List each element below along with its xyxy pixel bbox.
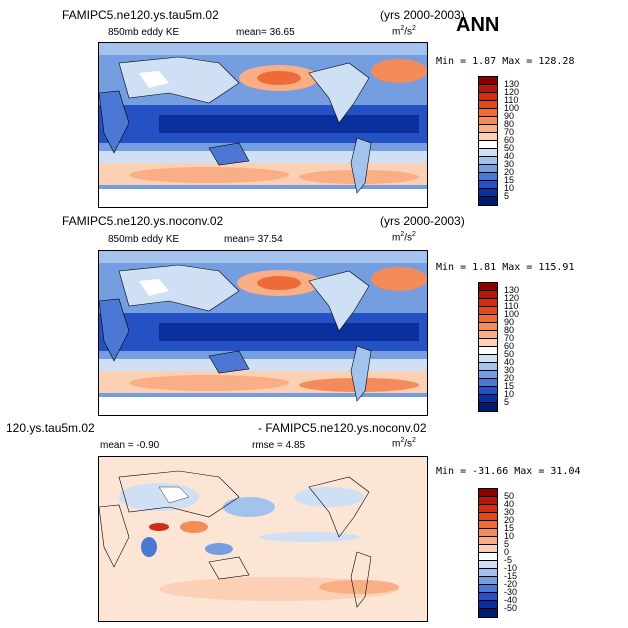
panel-3-case-name: 120.ys.tau5m.02: [6, 421, 95, 435]
tick-label: -5: [504, 555, 513, 565]
panel-2-map: [98, 250, 428, 416]
panel-2-colorbar: [478, 282, 498, 412]
tick-label: 90: [504, 111, 515, 121]
panel-2-case-name: FAMIPC5.ne120.ys.noconv.02: [62, 214, 224, 228]
units-base: m: [392, 232, 401, 244]
panel-1-field: [99, 43, 427, 207]
tick-label: -30: [504, 587, 518, 597]
units-sep: /s: [404, 438, 413, 450]
tick-label: 40: [504, 357, 515, 367]
panel-3-mean: mean = -0.90: [100, 440, 160, 451]
tick-label: 30: [504, 507, 515, 517]
units-base: m: [392, 26, 401, 38]
tick-label: 50: [504, 491, 515, 501]
tick-label: 130: [504, 79, 520, 89]
tick-label: 90: [504, 317, 515, 327]
panel-2-years: (yrs 2000-2003): [380, 214, 465, 228]
tick-label: 50: [504, 143, 515, 153]
panel-1-minmax: Min = 1.87 Max = 128.28: [436, 56, 575, 67]
units-exp: 2: [412, 231, 416, 238]
units-exp: 2: [400, 231, 405, 238]
tick-label: 15: [504, 381, 515, 391]
tick-label: 20: [504, 373, 515, 383]
tick-label: 20: [504, 515, 515, 525]
tick-label: 15: [504, 523, 515, 533]
tick-label: -10: [504, 563, 518, 573]
units-exp: 2: [400, 437, 405, 444]
panel-2-minmax: Min = 1.81 Max = 115.91: [436, 262, 575, 273]
units-exp: 2: [400, 25, 405, 32]
tick-label: 10: [504, 531, 515, 541]
panel-3-map: [98, 456, 428, 622]
tick-label: 100: [504, 309, 520, 319]
tick-label: 5: [504, 397, 510, 407]
panel-3-subtracted-case: - FAMIPC5.ne120.ys.noconv.02: [258, 421, 427, 435]
panel-3-colorbar: [478, 488, 498, 618]
panel-1-variable: 850mb eddy KE: [108, 27, 180, 38]
units-exp: 2: [412, 25, 416, 32]
tick-label: -40: [504, 595, 518, 605]
tick-label: 70: [504, 127, 515, 137]
panel-2-units: m2/s2: [392, 231, 416, 243]
panel-3-units: m2/s2: [392, 437, 416, 449]
tick-label: 20: [504, 167, 515, 177]
tick-label: 110: [504, 301, 519, 311]
panel-3-rmse: rmse = 4.85: [252, 440, 306, 451]
tick-label: -20: [504, 579, 518, 589]
tick-label: 80: [504, 119, 515, 129]
tick-label: 100: [504, 103, 520, 113]
panel-1-years: (yrs 2000-2003): [380, 8, 465, 22]
tick-label: 0: [504, 547, 510, 557]
tick-label: 80: [504, 325, 515, 335]
tick-label: 30: [504, 365, 515, 375]
panel-1-colorbar: [478, 76, 498, 206]
panel-2-variable: 850mb eddy KE: [108, 234, 180, 245]
tick-label: 10: [504, 183, 515, 193]
tick-label: 10: [504, 389, 515, 399]
panel-1-mean: mean= 36.65: [236, 27, 295, 38]
tick-label: -50: [504, 603, 518, 613]
panel-1-map: [98, 42, 428, 208]
units-sep: /s: [404, 26, 413, 38]
tick-label: 120: [504, 87, 520, 97]
tick-label: 70: [504, 333, 515, 343]
panel-2-mean: mean= 37.54: [224, 234, 283, 245]
tick-label: 120: [504, 293, 520, 303]
tick-label: -15: [504, 571, 518, 581]
tick-label: 60: [504, 341, 515, 351]
panel-1-units: m2/s2: [392, 25, 416, 37]
panel-1-case-name: FAMIPC5.ne120.ys.tau5m.02: [62, 8, 219, 22]
units-exp: 2: [412, 437, 416, 444]
tick-label: 50: [504, 349, 515, 359]
units-base: m: [392, 438, 401, 450]
panel-3-minmax: Min = -31.66 Max = 31.04: [436, 466, 581, 477]
tick-label: 5: [504, 539, 510, 549]
units-sep: /s: [404, 232, 413, 244]
tick-label: 5: [504, 191, 510, 201]
tick-label: 40: [504, 499, 515, 509]
tick-label: 40: [504, 151, 515, 161]
tick-label: 30: [504, 159, 515, 169]
tick-label: 130: [504, 285, 520, 295]
panel-3-field: [99, 457, 427, 621]
tick-label: 110: [504, 95, 519, 105]
season-label: ANN: [456, 14, 500, 36]
tick-label: 15: [504, 175, 515, 185]
panel-2-field: [99, 251, 427, 415]
tick-label: 60: [504, 135, 515, 145]
